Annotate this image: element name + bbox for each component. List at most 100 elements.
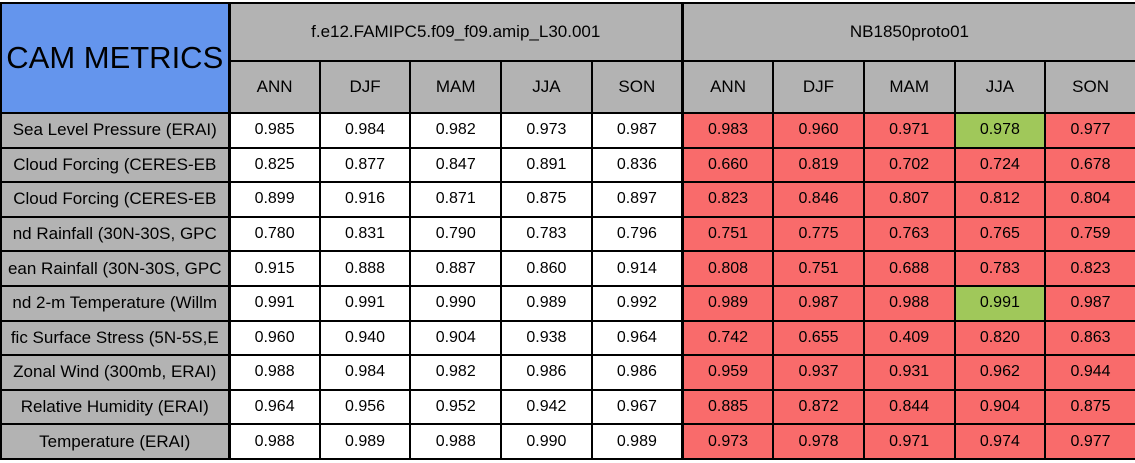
- season-header-son: SON: [590, 60, 684, 114]
- value-model1-son: 0.967: [590, 388, 684, 426]
- season-header-djf: DJF: [318, 60, 412, 114]
- value-model1-ann: 0.960: [227, 319, 321, 357]
- value-model2-jja: 0.820: [953, 319, 1047, 357]
- value-model2-jja: 0.765: [953, 215, 1047, 253]
- value-model2-son: 0.875: [1044, 388, 1135, 426]
- value-model2-ann: 0.989: [680, 284, 775, 322]
- value-model1-mam: 0.790: [409, 215, 503, 253]
- value-model1-mam: 0.871: [409, 181, 503, 218]
- value-model1-jja: 0.860: [500, 250, 593, 287]
- metric-row: fic Surface Stress (5N-5S,E 0.960 0.940 0.9…: [0, 319, 1135, 357]
- value-model1-ann: 0.991: [227, 284, 321, 322]
- value-model1-son: 0.987: [590, 112, 684, 149]
- value-model2-mam: 0.807: [862, 181, 956, 218]
- value-model2-mam: 0.844: [862, 388, 956, 426]
- value-model1-jja: 0.986: [500, 354, 593, 391]
- value-model1-jja: 0.990: [500, 423, 593, 460]
- value-model2-mam: 0.763: [862, 215, 956, 253]
- value-model1-mam: 0.988: [409, 423, 503, 460]
- value-model2-jja: 0.724: [953, 146, 1047, 184]
- value-model1-mam: 0.982: [409, 354, 503, 391]
- value-model1-son: 0.914: [590, 250, 684, 287]
- metric-row: Cloud Forcing (CERES-EB 0.825 0.877 0.847 0.…: [0, 146, 1135, 184]
- metric-row: nd 2-m Temperature (Willm 0.991 0.991 0.990…: [0, 284, 1135, 322]
- value-model2-djf: 0.751: [772, 250, 865, 287]
- metric-row-label: Cloud Forcing (CERES-EB: [0, 146, 230, 184]
- value-model2-mam: 0.702: [862, 146, 956, 184]
- value-model1-son: 0.964: [590, 319, 684, 357]
- metric-row-label: Relative Humidity (ERAI): [0, 388, 230, 426]
- metric-row-label: Zonal Wind (300mb, ERAI): [0, 354, 230, 391]
- value-model1-son: 0.986: [590, 354, 684, 391]
- value-model1-ann: 0.988: [227, 354, 321, 391]
- value-model2-djf: 0.960: [772, 112, 865, 149]
- value-model1-djf: 0.989: [318, 423, 412, 460]
- value-model2-jja: 0.783: [953, 250, 1047, 287]
- value-model2-son: 0.678: [1044, 146, 1135, 184]
- value-model1-ann: 0.964: [227, 388, 321, 426]
- season-header-djf: DJF: [772, 60, 865, 114]
- value-model1-jja: 0.942: [500, 388, 593, 426]
- value-model2-son: 0.977: [1044, 112, 1135, 149]
- value-model1-djf: 0.831: [318, 215, 412, 253]
- value-model2-mam: 0.971: [862, 423, 956, 460]
- value-model2-djf: 0.775: [772, 215, 865, 253]
- season-header-son: SON: [1044, 60, 1135, 114]
- value-model1-jja: 0.973: [500, 112, 593, 149]
- value-model2-jja: 0.978: [953, 112, 1047, 149]
- value-model1-son: 0.992: [590, 284, 684, 322]
- value-model1-ann: 0.899: [227, 181, 321, 218]
- metric-row-label: ean Rainfall (30N-30S, GPC: [0, 250, 230, 287]
- value-model2-son: 0.944: [1044, 354, 1135, 391]
- metric-row-label: Sea Level Pressure (ERAI): [0, 112, 230, 149]
- season-header-jja: JJA: [953, 60, 1047, 114]
- value-model1-jja: 0.783: [500, 215, 593, 253]
- metric-row: Relative Humidity (ERAI) 0.964 0.956 0.952 0…: [0, 388, 1135, 426]
- value-model2-djf: 0.819: [772, 146, 865, 184]
- value-model1-ann: 0.988: [227, 423, 321, 460]
- value-model1-mam: 0.982: [409, 112, 503, 149]
- model1-name-header: f.e12.FAMIPC5.f09_f09.amip_L30.001: [227, 2, 684, 62]
- value-model1-jja: 0.938: [500, 319, 593, 357]
- value-model2-jja: 0.991: [953, 284, 1047, 322]
- season-header-ann: ANN: [227, 60, 321, 114]
- metrics-body: Sea Level Pressure (ERAI) 0.985 0.984 0.982…: [0, 112, 1135, 460]
- value-model1-son: 0.796: [590, 215, 684, 253]
- season-header-ann: ANN: [680, 60, 775, 114]
- value-model1-ann: 0.915: [227, 250, 321, 287]
- value-model1-ann: 0.780: [227, 215, 321, 253]
- value-model2-mam: 0.409: [862, 319, 956, 357]
- value-model2-ann: 0.808: [680, 250, 775, 287]
- value-model1-djf: 0.984: [318, 354, 412, 391]
- metric-row: Temperature (ERAI) 0.988 0.989 0.988 0.990 0.…: [0, 423, 1135, 460]
- value-model2-jja: 0.904: [953, 388, 1047, 426]
- value-model2-mam: 0.688: [862, 250, 956, 287]
- value-model2-ann: 0.823: [680, 181, 775, 218]
- value-model1-djf: 0.984: [318, 112, 412, 149]
- model-header-row: CAM METRICS f.e12.FAMIPC5.f09_f09.amip_L…: [0, 2, 1135, 114]
- value-model1-mam: 0.990: [409, 284, 503, 322]
- metric-row-label: fic Surface Stress (5N-5S,E: [0, 319, 230, 357]
- value-model2-son: 0.987: [1044, 284, 1135, 322]
- value-model1-son: 0.897: [590, 181, 684, 218]
- value-model1-mam: 0.952: [409, 388, 503, 426]
- metric-row-label: Cloud Forcing (CERES-EB: [0, 181, 230, 218]
- model2-name-header: NB1850proto01: [680, 2, 1135, 62]
- value-model2-ann: 0.742: [680, 319, 775, 357]
- value-model2-ann: 0.983: [680, 112, 775, 149]
- value-model2-djf: 0.978: [772, 423, 865, 460]
- value-model1-son: 0.836: [590, 146, 684, 184]
- metric-row: Sea Level Pressure (ERAI) 0.985 0.984 0.982…: [0, 112, 1135, 149]
- value-model2-djf: 0.987: [772, 284, 865, 322]
- value-model1-ann: 0.825: [227, 146, 321, 184]
- metrics-title: CAM METRICS: [0, 2, 230, 114]
- value-model2-jja: 0.974: [953, 423, 1047, 460]
- value-model2-djf: 0.655: [772, 319, 865, 357]
- season-header-jja: JJA: [500, 60, 593, 114]
- value-model2-son: 0.759: [1044, 215, 1135, 253]
- season-header-mam: MAM: [862, 60, 956, 114]
- value-model1-jja: 0.891: [500, 146, 593, 184]
- value-model2-djf: 0.846: [772, 181, 865, 218]
- metric-row: Cloud Forcing (CERES-EB 0.899 0.916 0.871 0.…: [0, 181, 1135, 218]
